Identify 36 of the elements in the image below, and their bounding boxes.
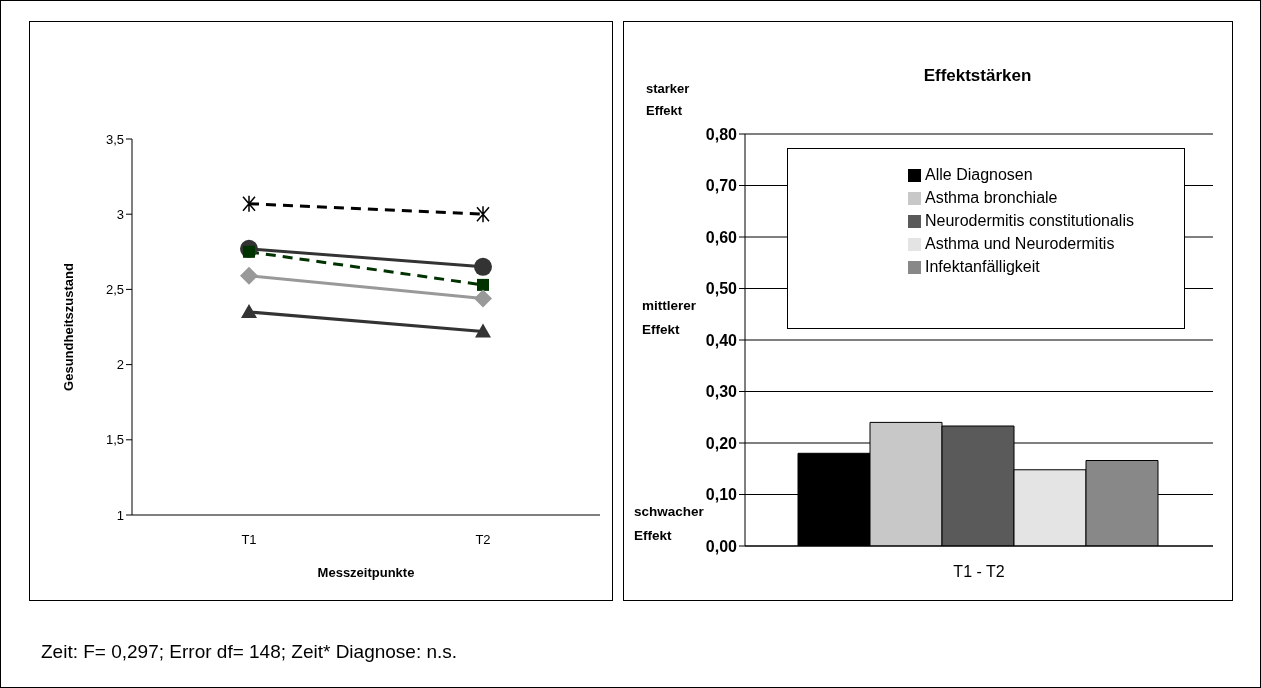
y-tick-label: 0,40: [705, 331, 738, 349]
legend-label: Infektanfälligkeit: [925, 258, 1040, 275]
point: [474, 289, 492, 308]
y-tick-label: 0,70: [705, 177, 738, 195]
point: [477, 278, 489, 291]
legend-label: Asthma bronchiale: [925, 189, 1058, 206]
y-tick-label: 0,60: [705, 228, 738, 246]
y-tick-label: 3: [116, 206, 124, 222]
point: [240, 266, 258, 285]
y-axis-title: Gesundheitszustand: [60, 263, 76, 391]
legend-label: Asthma und Neurodermitis: [925, 235, 1115, 252]
text: starker Effekt: [646, 80, 691, 120]
x-axis-title: Messzeitpunkte: [317, 565, 415, 580]
y-tick-label: 0,50: [705, 280, 738, 298]
y-tick-label: 2: [116, 357, 124, 373]
point: [242, 194, 256, 213]
y-tick-label: 0,20: [705, 434, 738, 452]
point: [474, 257, 492, 276]
y-tick-label: 1,5: [105, 432, 124, 448]
chart-title: Effektstärken: [922, 66, 1033, 86]
y-tick-label: 2,5: [105, 282, 124, 298]
point: [476, 205, 490, 223]
y-tick-label: 0,80: [705, 125, 738, 143]
legend-label: Alle Diagnosen: [925, 166, 1033, 183]
x-tick-label: T1 - T2: [953, 563, 1005, 581]
text: schwacher Effekt: [634, 503, 705, 545]
y-tick-label: 0,30: [705, 383, 738, 401]
y-tick-label: 1: [116, 507, 124, 523]
y-tick-label: 3,5: [105, 131, 124, 147]
x-tick-label: T2: [475, 532, 491, 548]
y-tick-label: 0,10: [705, 486, 738, 504]
legend-label: Neurodermitis constitutionalis: [925, 212, 1134, 229]
text: mittlerer Effekt: [642, 298, 697, 337]
x-tick-label: T1: [241, 532, 257, 548]
y-tick-label: 0,00: [705, 537, 738, 555]
text: Zeit: F= 0,297; Error df= 148; Zeit* Diagnose: n.s.: [41, 641, 458, 663]
